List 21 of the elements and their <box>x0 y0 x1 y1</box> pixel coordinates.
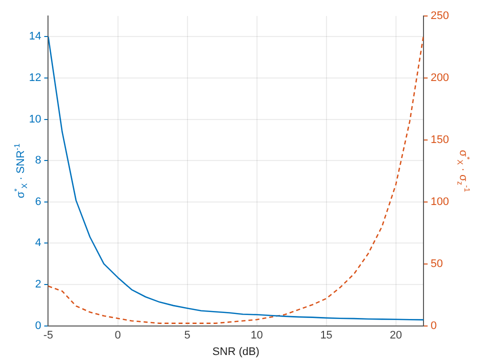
y2-tick-label: 100 <box>430 196 450 208</box>
x-tick-label: 20 <box>390 329 402 342</box>
y-tick-label: 6 <box>35 196 42 208</box>
y-tick-label: 10 <box>28 113 42 126</box>
y-tick-label: 0 <box>35 320 42 332</box>
x-tick-label: 10 <box>250 329 263 342</box>
x-tick-label: 0 <box>114 329 121 342</box>
x-tick-label: 15 <box>320 329 332 342</box>
x-tick-label: -5 <box>43 329 54 342</box>
y-tick-label: 8 <box>35 154 42 167</box>
y2-tick-label: 150 <box>430 134 450 146</box>
y-tick-label: 14 <box>28 30 42 43</box>
y-tick-label: 12 <box>28 72 42 84</box>
y-tick-label: 4 <box>35 237 42 250</box>
y2-tick-label: 200 <box>430 72 450 84</box>
x-axis-title: SNR (dB) <box>212 346 260 358</box>
y2-tick-label: 50 <box>430 258 443 270</box>
y2-tick-label: 0 <box>430 320 437 332</box>
x-tick-label: 5 <box>184 329 190 342</box>
y2-tick-label: 250 <box>430 10 450 22</box>
y-tick-label: 2 <box>35 278 42 291</box>
